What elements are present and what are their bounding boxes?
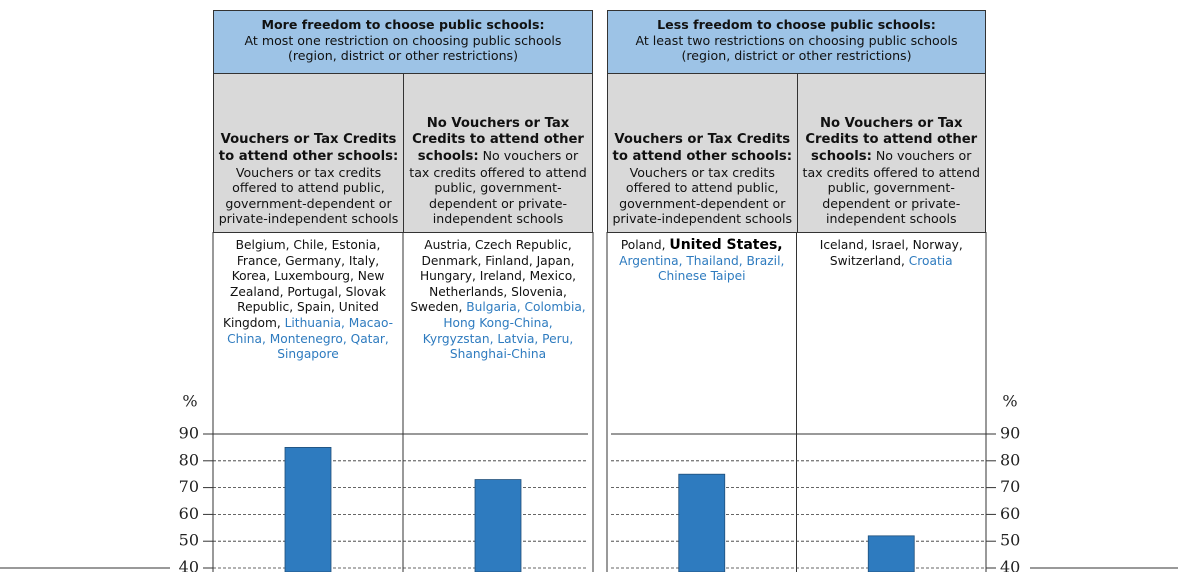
- y-tick-label-right: 70: [1000, 477, 1020, 496]
- country-list: Iceland, Israel, Norway, Switzerland, Cr…: [797, 232, 987, 269]
- y-tick-label-right: 60: [1000, 504, 1020, 523]
- column-header: Vouchers or Tax Credits to attend other …: [213, 73, 404, 233]
- bar: [474, 479, 522, 572]
- column-title: No Vouchers or Tax Credits to attend oth…: [805, 115, 978, 165]
- column-text: No vouchers or tax credits offered to at…: [802, 148, 980, 227]
- column-text: Vouchers or tax credits offered to atten…: [612, 164, 793, 227]
- y-tick-label: 70: [179, 477, 199, 496]
- country-list: Austria, Czech Republic, Denmark, Finlan…: [403, 232, 593, 363]
- column-header: Vouchers or Tax Credits to attend other …: [607, 73, 798, 233]
- panel-title: More freedom to choose public schools:: [261, 17, 545, 32]
- panel-text: At least two restrictions on choosing pu…: [635, 32, 958, 64]
- country-group: Iceland, Israel, Norway, Switzerland,: [819, 238, 963, 268]
- country-list: Poland, United States, Argentina, Thaila…: [607, 232, 797, 285]
- panel-header: More freedom to choose public schools: At…: [213, 10, 593, 74]
- country-group: United States,: [669, 237, 783, 253]
- country-list: Belgium, Chile, Estonia, France, Germany…: [213, 232, 403, 363]
- column-header: No Vouchers or Tax Credits to attend oth…: [403, 73, 593, 233]
- y-axis-label: %: [182, 392, 197, 411]
- bar: [867, 535, 915, 572]
- column-header-text: Vouchers or Tax Credits to attend other …: [612, 131, 793, 227]
- y-tick-label: 40: [179, 558, 199, 572]
- y-tick-label: 90: [179, 424, 199, 443]
- country-group: Argentina, Thailand, Brazil, Chinese Tai…: [619, 253, 785, 284]
- column-header-text: Vouchers or Tax Credits to attend other …: [218, 131, 399, 227]
- country-group: Bulgaria, Colombia, Hong Kong-China, Kyr…: [422, 300, 586, 362]
- column-text: No vouchers or tax credits offered to at…: [409, 148, 587, 227]
- y-tick-label-right: 50: [1000, 531, 1020, 550]
- country-group: Lithuania, Macao-China, Montenegro, Qata…: [227, 315, 394, 362]
- y-tick-label-right: 40: [1000, 558, 1020, 572]
- y-tick-label-right: 90: [1000, 424, 1020, 443]
- y-tick-label-right: 80: [1000, 450, 1020, 469]
- country-group: Croatia: [908, 253, 953, 268]
- y-tick-label: 60: [179, 504, 199, 523]
- column-text: Vouchers or tax credits offered to atten…: [218, 164, 399, 227]
- column-title: Vouchers or Tax Credits to attend other …: [218, 132, 399, 165]
- y-tick-label: 50: [179, 531, 199, 550]
- country-group: Belgium, Chile, Estonia, France, Germany…: [222, 238, 386, 330]
- panel-text: At most one restriction on choosing publ…: [244, 32, 562, 64]
- y-tick-label: 80: [179, 450, 199, 469]
- column-header: No Vouchers or Tax Credits to attend oth…: [796, 73, 986, 233]
- bar: [678, 473, 726, 572]
- column-header-text: No Vouchers or Tax Credits to attend oth…: [802, 115, 982, 227]
- country-group: Poland,: [620, 238, 666, 252]
- column-header-text: No Vouchers or Tax Credits to attend oth…: [408, 115, 588, 227]
- y-axis-label-right: %: [1002, 392, 1017, 411]
- panel-title: Less freedom to choose public schools:: [657, 17, 936, 32]
- bar: [284, 446, 332, 572]
- column-title: Vouchers or Tax Credits to attend other …: [612, 132, 792, 165]
- country-group: Austria, Czech Republic, Denmark, Finlan…: [410, 238, 577, 315]
- column-title: No Vouchers or Tax Credits to attend oth…: [412, 115, 584, 165]
- panel-header: Less freedom to choose public schools: At…: [607, 10, 986, 74]
